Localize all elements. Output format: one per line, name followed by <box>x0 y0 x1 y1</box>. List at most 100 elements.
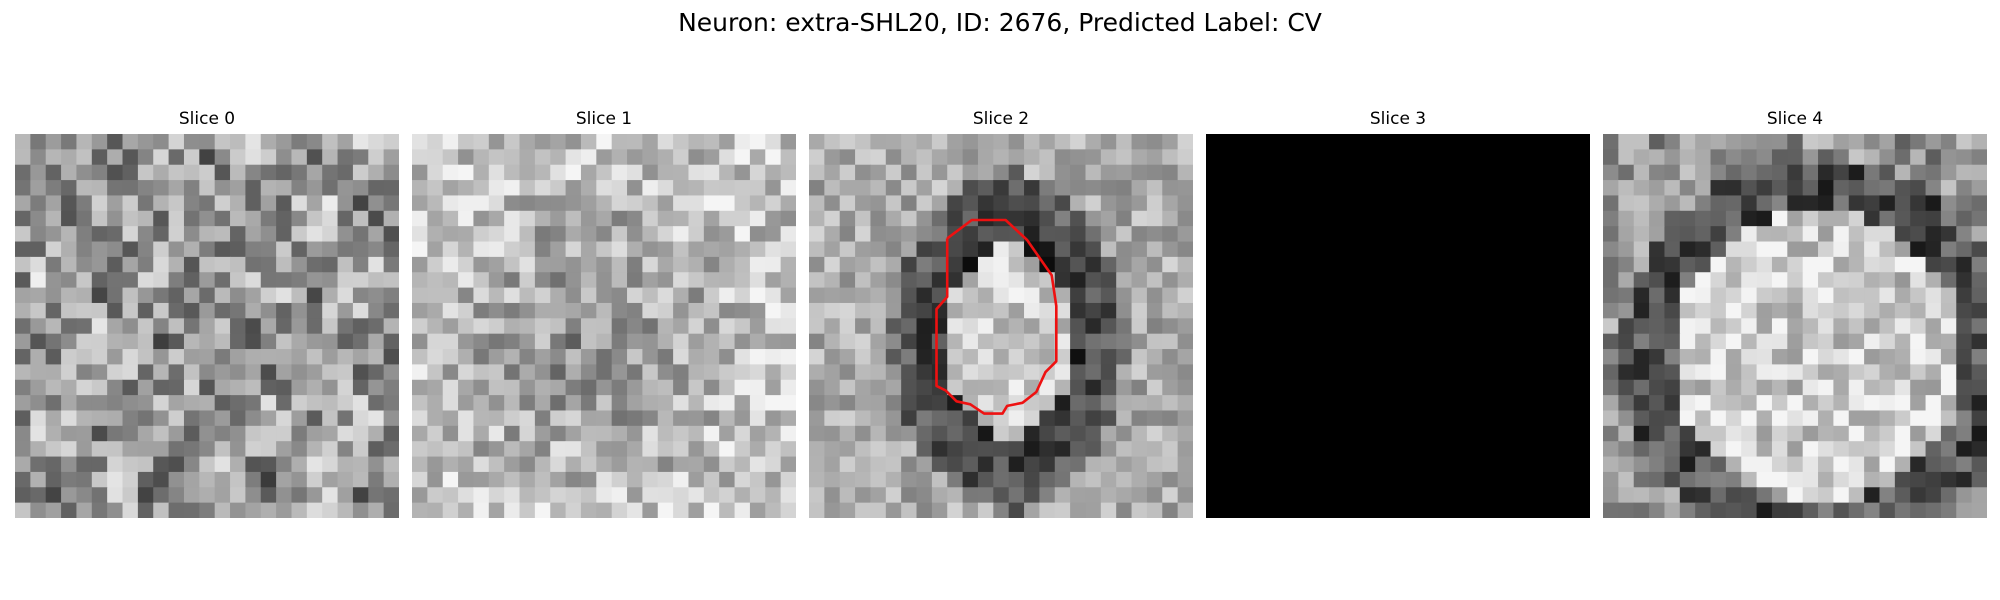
pixel <box>306 256 323 273</box>
pixel <box>673 302 690 319</box>
pixel <box>214 471 231 488</box>
pixel <box>1725 149 1742 166</box>
pixel <box>1070 471 1087 488</box>
pixel <box>1833 395 1850 412</box>
pixel <box>1206 456 1222 473</box>
pixel <box>1100 441 1117 458</box>
pixel <box>1971 302 1987 319</box>
pixel <box>412 226 428 243</box>
pixel <box>1848 395 1865 412</box>
pixel <box>1421 287 1437 304</box>
pixel <box>1467 226 1484 243</box>
pixel <box>458 471 475 488</box>
pixel <box>337 333 354 350</box>
pixel <box>1940 318 1957 335</box>
pixel <box>306 318 323 335</box>
pixel <box>107 256 124 273</box>
pixel <box>765 180 782 197</box>
pixel <box>1741 241 1758 258</box>
pixel <box>1359 241 1376 258</box>
pixel <box>855 471 872 488</box>
pixel <box>1528 456 1545 473</box>
slice-panel-3: Slice 3 <box>1206 108 1590 518</box>
pixel <box>1436 318 1453 335</box>
pixel <box>550 487 567 504</box>
pixel <box>734 441 751 458</box>
pixel <box>488 379 505 396</box>
pixel <box>1221 210 1238 227</box>
pixel <box>1313 364 1330 381</box>
pixel <box>1603 410 1619 427</box>
pixel <box>473 502 490 518</box>
pixel <box>337 195 354 212</box>
pixel <box>322 349 339 365</box>
pixel <box>657 471 674 488</box>
slice-panel-1: Slice 1 <box>412 108 796 518</box>
pixel <box>1864 333 1881 350</box>
pixel <box>368 149 385 166</box>
pixel <box>1633 425 1650 442</box>
pixel <box>1559 379 1576 396</box>
slice-panel-0: Slice 0 <box>15 108 399 518</box>
pixel <box>977 364 994 381</box>
pixel <box>1177 226 1193 243</box>
pixel <box>1771 210 1788 227</box>
pixel <box>1559 333 1576 350</box>
pixel <box>870 502 887 518</box>
pixel <box>1374 241 1391 258</box>
pixel <box>580 287 597 304</box>
pixel <box>61 226 78 243</box>
pixel <box>1054 364 1071 381</box>
pixel <box>1664 195 1681 212</box>
pixel <box>1971 379 1987 396</box>
pixel <box>473 149 490 166</box>
pixel <box>1206 272 1222 289</box>
pixel <box>1528 349 1545 365</box>
pixel <box>1664 210 1681 227</box>
pixel <box>1879 333 1896 350</box>
pixel <box>1436 226 1453 243</box>
pixel <box>30 456 47 473</box>
pixel <box>1482 349 1499 365</box>
pixel <box>1603 349 1619 365</box>
pixel <box>1574 410 1590 427</box>
pixel <box>703 149 720 166</box>
pixel <box>1956 241 1973 258</box>
pixel <box>611 195 628 212</box>
pixel <box>1710 149 1727 166</box>
pixel <box>993 195 1010 212</box>
pixel <box>1818 272 1834 289</box>
pixel <box>1221 287 1238 304</box>
pixel <box>534 379 551 396</box>
pixel <box>368 302 385 319</box>
pixel <box>1390 441 1407 458</box>
pixel <box>1085 456 1102 473</box>
pixel <box>45 364 62 381</box>
pixel <box>1008 272 1025 289</box>
pixel <box>473 287 490 304</box>
pixel <box>565 272 582 289</box>
pixel <box>368 241 385 258</box>
pixel <box>1282 134 1299 150</box>
pixel <box>1467 134 1484 150</box>
pixel <box>1436 441 1453 458</box>
pixel <box>1267 349 1284 365</box>
pixel <box>1236 256 1253 273</box>
pixel <box>1070 425 1087 442</box>
pixel <box>1618 410 1635 427</box>
pixel <box>519 195 536 212</box>
pixel <box>870 302 887 319</box>
pixel <box>1436 364 1453 381</box>
pixel <box>230 349 246 365</box>
pixel <box>30 364 47 381</box>
pixel <box>291 318 308 335</box>
pixel <box>442 318 459 335</box>
pixel <box>1313 379 1330 396</box>
pixel <box>1771 180 1788 197</box>
pixel <box>719 180 736 197</box>
pixel <box>809 256 825 273</box>
pixel <box>916 318 933 335</box>
pixel <box>291 471 308 488</box>
pixel <box>488 502 505 518</box>
pixel <box>291 287 308 304</box>
